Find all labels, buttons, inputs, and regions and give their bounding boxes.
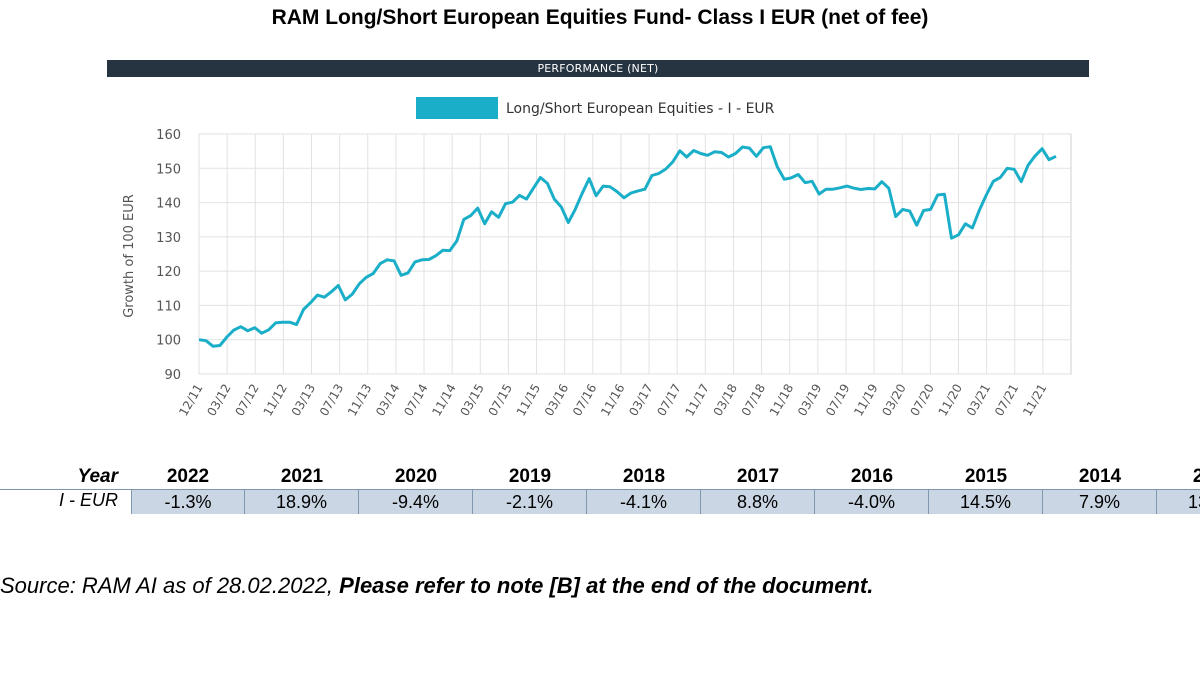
year-header: Year bbox=[77, 466, 119, 487]
legend: Long/Short European Equities - I - EUR bbox=[416, 97, 775, 119]
return-cell: -2.1% bbox=[473, 490, 587, 514]
y-tick-label: 150 bbox=[156, 162, 181, 177]
y-tick-label: 100 bbox=[156, 334, 181, 349]
x-tick-label: 11/21 bbox=[1020, 382, 1049, 419]
return-cell: -4.1% bbox=[587, 490, 701, 514]
source-note: Source: RAM AI as of 28.02.2022, Please … bbox=[0, 573, 873, 599]
row-label: I - EUR bbox=[58, 490, 118, 510]
x-tick-label: 07/19 bbox=[823, 382, 852, 419]
x-tick-label: 12/11 bbox=[176, 382, 205, 419]
plot-frame bbox=[198, 133, 1072, 375]
x-tick-label: 11/14 bbox=[429, 382, 458, 419]
x-tick-label: 11/15 bbox=[514, 382, 543, 419]
y-axis-title: Growth of 100 EUR bbox=[122, 194, 137, 318]
return-cell: 7.9% bbox=[1043, 490, 1157, 514]
y-tick-label: 140 bbox=[156, 197, 181, 212]
grid-lines bbox=[198, 133, 1072, 375]
x-tick-label: 03/13 bbox=[289, 382, 318, 419]
year-cell: 2018 bbox=[622, 466, 666, 487]
x-tick-label: 11/19 bbox=[851, 382, 880, 419]
x-tick-label: 11/12 bbox=[261, 382, 290, 419]
performance-banner: PERFORMANCE (NET) bbox=[107, 60, 1089, 77]
return-cell: 8.8% bbox=[701, 490, 815, 514]
return-cell: 14.5% bbox=[929, 490, 1043, 514]
x-tick-label: 03/19 bbox=[795, 382, 824, 419]
return-cell: -9.4% bbox=[359, 490, 473, 514]
axes: 9010011012013014015016012/1103/1207/1211… bbox=[156, 128, 1049, 418]
x-tick-label: 11/13 bbox=[345, 382, 374, 419]
year-cell: 2015 bbox=[964, 466, 1008, 487]
legend-swatch bbox=[416, 97, 498, 119]
year-cell: 2022 bbox=[166, 466, 210, 487]
source-note-bold: Please refer to note [B] at the end of t… bbox=[339, 573, 874, 598]
legend-label: Long/Short European Equities - I - EUR bbox=[506, 101, 775, 117]
x-tick-label: 07/12 bbox=[232, 382, 261, 419]
x-tick-label: 03/14 bbox=[373, 382, 402, 419]
return-cell: 13.3% bbox=[1157, 490, 1200, 514]
series-layer bbox=[198, 145, 1057, 348]
page-title: RAM Long/Short European Equities Fund- C… bbox=[271, 6, 929, 29]
x-tick-label: 07/21 bbox=[992, 382, 1021, 419]
y-tick-label: 160 bbox=[156, 128, 181, 143]
source-text: Source: RAM AI as of 28.02.2022, bbox=[0, 573, 340, 598]
series-line bbox=[198, 145, 1057, 348]
x-tick-label: 03/21 bbox=[964, 382, 993, 419]
x-tick-label: 07/15 bbox=[486, 382, 515, 419]
x-tick-label: 03/16 bbox=[542, 382, 571, 419]
x-tick-label: 11/18 bbox=[767, 382, 796, 419]
y-tick-label: 130 bbox=[156, 231, 181, 246]
return-cell: 18.9% bbox=[245, 490, 359, 514]
year-cell: 2019 bbox=[508, 466, 552, 487]
x-tick-label: 03/17 bbox=[626, 382, 655, 419]
year-cell: 2014 bbox=[1078, 466, 1122, 487]
x-tick-label: 07/18 bbox=[739, 382, 768, 419]
x-tick-label: 11/20 bbox=[936, 382, 965, 419]
y-tick-label: 120 bbox=[156, 265, 181, 280]
x-tick-label: 03/20 bbox=[879, 382, 908, 419]
x-tick-label: 11/17 bbox=[682, 382, 711, 419]
x-tick-label: 07/20 bbox=[908, 382, 937, 419]
x-tick-label: 07/16 bbox=[570, 382, 599, 419]
performance-table: Year I - EUR 2022 2021 2020 2019 2018 2017 201… bbox=[0, 466, 1200, 518]
table-rule bbox=[0, 489, 1200, 490]
return-cell: -1.3% bbox=[131, 490, 245, 514]
y-tick-label: 90 bbox=[164, 368, 181, 383]
x-tick-label: 11/16 bbox=[598, 382, 627, 419]
performance-line-chart: 9010011012013014015016012/1103/1207/1211… bbox=[122, 97, 1072, 418]
return-cell: -4.0% bbox=[815, 490, 929, 514]
year-cell: 2017 bbox=[736, 466, 780, 487]
x-tick-label: 07/14 bbox=[401, 382, 430, 419]
year-cell: 2021 bbox=[280, 466, 324, 487]
x-tick-label: 03/15 bbox=[457, 381, 486, 418]
y-tick-label: 110 bbox=[156, 299, 181, 314]
year-cell: 2020 bbox=[394, 466, 438, 487]
x-tick-label: 07/17 bbox=[654, 382, 683, 419]
x-tick-label: 03/12 bbox=[204, 382, 233, 419]
year-cell: 2016 bbox=[850, 466, 894, 487]
x-tick-label: 03/18 bbox=[711, 382, 740, 419]
x-tick-label: 07/13 bbox=[317, 382, 346, 419]
